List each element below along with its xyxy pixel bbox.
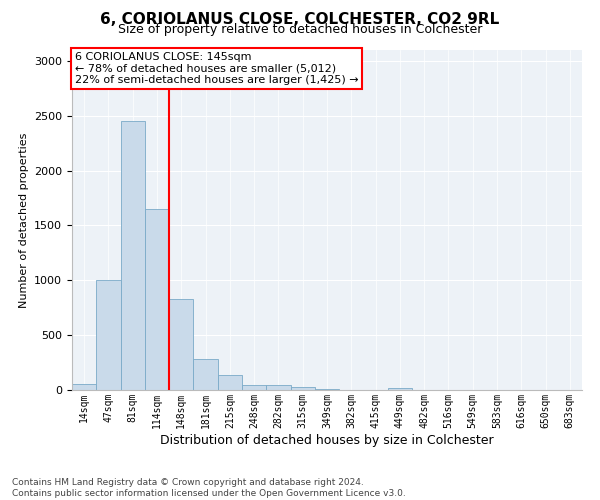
Bar [388, 388, 412, 390]
Text: Size of property relative to detached houses in Colchester: Size of property relative to detached ho… [118, 22, 482, 36]
Bar [193, 360, 218, 390]
Bar [169, 299, 193, 390]
Text: 6, CORIOLANUS CLOSE, COLCHESTER, CO2 9RL: 6, CORIOLANUS CLOSE, COLCHESTER, CO2 9RL [100, 12, 500, 28]
Bar [145, 209, 169, 390]
Bar [72, 384, 96, 390]
Y-axis label: Number of detached properties: Number of detached properties [19, 132, 29, 308]
Bar [121, 122, 145, 390]
Text: 6 CORIOLANUS CLOSE: 145sqm
← 78% of detached houses are smaller (5,012)
22% of s: 6 CORIOLANUS CLOSE: 145sqm ← 78% of deta… [74, 52, 358, 85]
Text: Contains HM Land Registry data © Crown copyright and database right 2024.
Contai: Contains HM Land Registry data © Crown c… [12, 478, 406, 498]
Bar [266, 384, 290, 390]
Bar [242, 384, 266, 390]
Bar [290, 387, 315, 390]
X-axis label: Distribution of detached houses by size in Colchester: Distribution of detached houses by size … [160, 434, 494, 446]
Bar [218, 374, 242, 390]
Bar [96, 280, 121, 390]
